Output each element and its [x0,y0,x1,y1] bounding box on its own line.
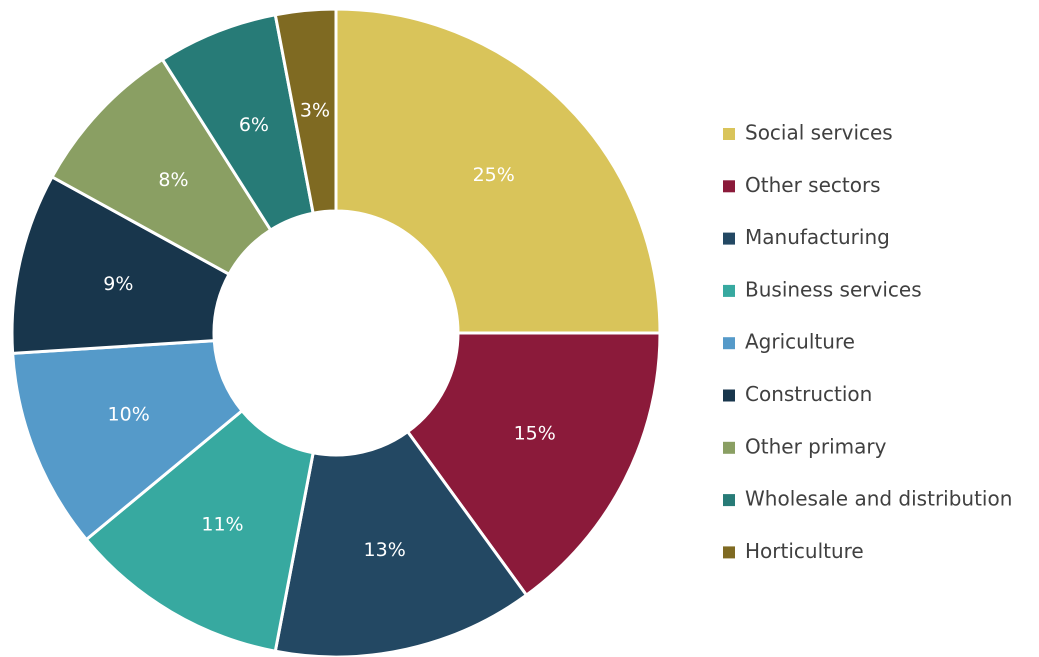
legend-swatch [723,180,735,193]
slice [84,408,315,654]
legend-swatch [723,232,735,245]
legend-label: Horticulture [745,539,864,563]
slice [10,174,232,355]
data-label: 13% [364,539,406,561]
slice [405,331,662,598]
legend-swatch [723,337,735,350]
slice [273,429,529,657]
legend-label: Wholesale and distribution [745,487,1012,511]
legend-swatch [723,494,735,507]
legend-label: Other primary [745,434,887,458]
data-label: 8% [158,169,188,191]
legend-swatch [723,389,735,402]
legend-label: Manufacturing [745,225,890,249]
data-label: 3% [300,99,330,121]
data-label: 9% [103,273,133,295]
data-label: 6% [239,114,269,136]
legend-label: Business services [745,277,922,301]
legend-label: Agriculture [745,330,855,354]
slice [273,7,338,215]
legend-swatch [723,284,735,297]
legend-label: Other sectors [745,173,881,197]
slice [334,7,662,335]
data-label: 11% [201,513,243,535]
legend-swatch [723,128,735,140]
legend-label: Construction [745,382,872,406]
data-label: 10% [108,404,150,426]
slice [11,339,245,542]
legend-swatch [723,441,735,454]
legend-label: Social services [745,121,893,145]
legend-swatch [723,546,735,559]
data-label: 15% [514,423,556,445]
data-label: 25% [473,164,515,186]
